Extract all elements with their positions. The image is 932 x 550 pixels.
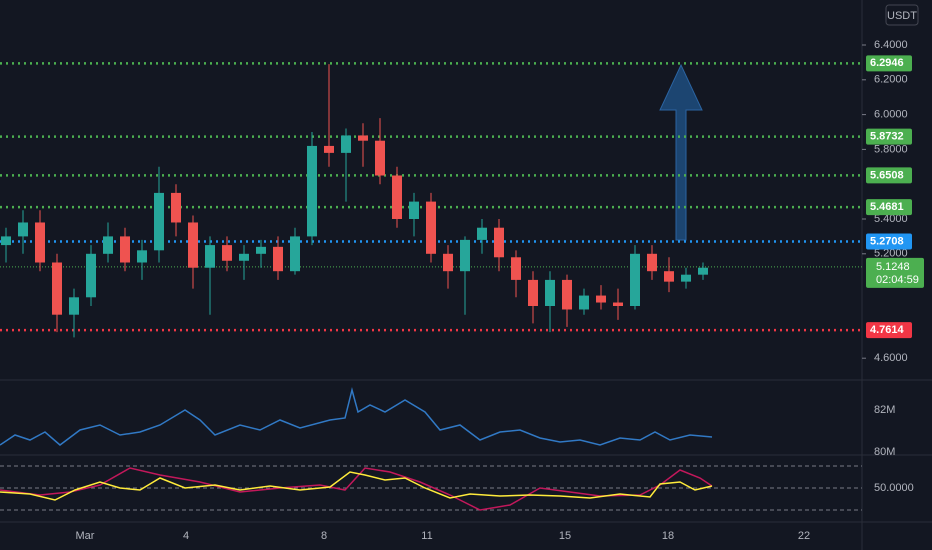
- candle-body: [324, 145, 334, 153]
- candle-body: [1, 236, 11, 246]
- oscillator-signal: [0, 467, 713, 511]
- currency-box[interactable]: [885, 4, 919, 26]
- candle-body: [290, 236, 300, 272]
- candle-body: [358, 135, 368, 141]
- candle-body: [52, 262, 62, 315]
- candle-body: [205, 245, 215, 268]
- candle-body: [545, 279, 555, 306]
- price-tick-label: 6.2000: [874, 74, 908, 86]
- date-label: 15: [559, 530, 571, 542]
- price-tick-label: 6.0000: [874, 109, 908, 121]
- candle-body: [222, 245, 232, 261]
- price-tick-label: 6.4000: [874, 39, 908, 51]
- currency-label: USDT: [887, 10, 917, 22]
- level-badge: [866, 199, 912, 216]
- date-label: 11: [421, 530, 432, 542]
- candle-body: [494, 227, 504, 258]
- level-badge: [866, 128, 912, 145]
- current-price-badge: [866, 257, 924, 288]
- candle-body: [596, 295, 606, 303]
- candle-body: [256, 246, 266, 254]
- candle-body: [443, 253, 453, 272]
- date-label: 18: [662, 530, 674, 542]
- candle-body: [69, 297, 79, 315]
- candle-body: [698, 267, 708, 275]
- price-tick-label: 4.6000: [874, 352, 908, 364]
- candle-body: [35, 222, 45, 263]
- candle-body: [528, 279, 538, 306]
- candle-body: [273, 246, 283, 272]
- level-badge: [866, 233, 912, 250]
- price-tick-label: 5.2000: [874, 248, 908, 260]
- candle-body: [579, 295, 589, 310]
- level-label: 5.2708: [870, 235, 904, 247]
- candle-body: [341, 135, 351, 153]
- date-label: 4: [183, 530, 189, 542]
- date-label: Mar: [76, 530, 95, 542]
- level-badge: [866, 322, 912, 339]
- candle-body: [477, 227, 487, 240]
- candle-body: [86, 253, 96, 298]
- candle-body: [681, 274, 691, 282]
- candle-body: [511, 257, 521, 280]
- level-badge: [866, 55, 912, 72]
- level-label: 6.2946: [870, 57, 904, 69]
- candle-body: [630, 253, 640, 306]
- candle-body: [154, 192, 164, 251]
- candle-body: [239, 253, 249, 261]
- current-price: 5.1248: [876, 261, 910, 273]
- volume-axis-label: 82M: [874, 404, 895, 416]
- level-badge: [866, 167, 912, 184]
- level-label: 5.8732: [870, 131, 904, 143]
- candle-body: [375, 140, 385, 176]
- candle-body: [307, 145, 317, 237]
- candle-body: [562, 279, 572, 310]
- oscillator-axis-label: 50.0000: [874, 482, 914, 494]
- candle-body: [392, 175, 402, 219]
- countdown: 02:04:59: [876, 274, 919, 286]
- date-label: 22: [798, 530, 810, 542]
- candle-body: [120, 236, 130, 263]
- candle-body: [171, 192, 181, 223]
- volume-ma-line: [0, 387, 713, 446]
- candle-body: [426, 201, 436, 254]
- up-arrow: [659, 63, 703, 241]
- level-label: 4.7614: [870, 324, 905, 336]
- candle-body: [188, 222, 198, 268]
- candle-body: [409, 201, 419, 219]
- level-label: 5.4681: [870, 201, 904, 213]
- volume-axis-label: 80M: [874, 446, 895, 458]
- candle-body: [613, 302, 623, 306]
- candle-body: [18, 222, 28, 237]
- date-label: 8: [321, 530, 327, 542]
- candle-body: [647, 253, 657, 272]
- candle-body: [137, 250, 147, 263]
- candle-body: [460, 239, 470, 272]
- candle-body: [664, 271, 674, 282]
- price-tick-label: 5.4000: [874, 213, 908, 225]
- candle-body: [103, 236, 113, 254]
- oscillator-line: [0, 471, 713, 501]
- price-tick-label: 5.8000: [874, 143, 908, 155]
- level-label: 5.6508: [870, 169, 904, 181]
